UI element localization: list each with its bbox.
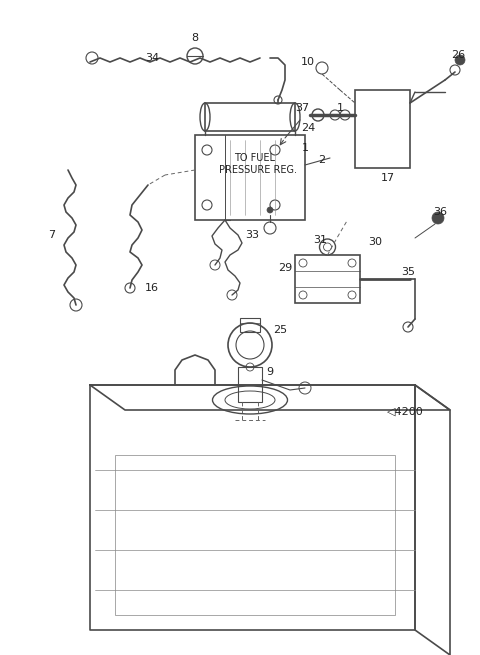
Text: 1: 1 xyxy=(336,103,344,113)
Text: ◁4200: ◁4200 xyxy=(386,407,423,417)
Text: TO FUEL: TO FUEL xyxy=(235,153,276,163)
Circle shape xyxy=(432,212,444,224)
Bar xyxy=(205,103,295,131)
Bar xyxy=(195,135,305,220)
Circle shape xyxy=(267,207,273,213)
Text: 26: 26 xyxy=(451,50,465,60)
Text: PRESSURE REG.: PRESSURE REG. xyxy=(219,165,297,175)
Bar xyxy=(295,255,360,303)
Bar xyxy=(115,455,395,615)
Text: 1: 1 xyxy=(301,143,309,153)
Text: 34: 34 xyxy=(145,53,159,63)
Text: 36: 36 xyxy=(433,207,447,217)
Bar xyxy=(240,318,260,332)
Text: 29: 29 xyxy=(278,263,292,273)
Text: 9: 9 xyxy=(266,367,274,377)
Text: 17: 17 xyxy=(381,173,395,183)
Circle shape xyxy=(455,55,465,65)
Bar xyxy=(238,367,262,402)
Text: 37: 37 xyxy=(295,103,309,113)
Text: 25: 25 xyxy=(273,325,287,335)
Text: 2: 2 xyxy=(318,155,325,165)
Text: 16: 16 xyxy=(145,283,159,293)
Text: 30: 30 xyxy=(368,237,382,247)
Bar xyxy=(355,90,410,168)
Text: 24: 24 xyxy=(301,123,315,133)
Text: 33: 33 xyxy=(245,230,259,240)
Text: 7: 7 xyxy=(48,230,56,240)
Text: 8: 8 xyxy=(192,33,199,43)
Text: 10: 10 xyxy=(301,57,315,67)
Text: 31: 31 xyxy=(313,235,327,245)
Text: 35: 35 xyxy=(401,267,415,277)
